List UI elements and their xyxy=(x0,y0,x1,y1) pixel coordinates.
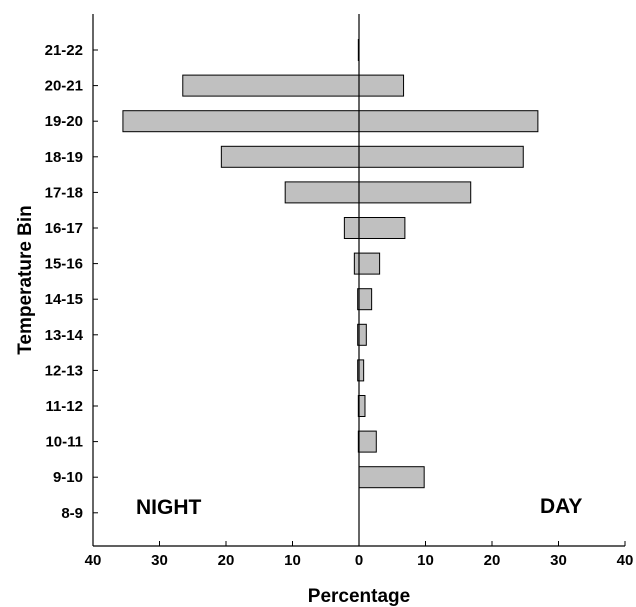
day-bar-13-14 xyxy=(358,323,367,346)
y-tick-label: 18-19 xyxy=(45,149,83,166)
day-bar-14-15 xyxy=(358,288,373,311)
x-tick-label: 30 xyxy=(151,552,168,569)
x-tick-label: 10 xyxy=(284,552,301,569)
night-bar-16-17 xyxy=(343,217,360,239)
day-bar-20-21 xyxy=(358,74,405,97)
x-tick-label: 30 xyxy=(550,552,567,569)
y-tick-label: 8-9 xyxy=(61,505,83,522)
y-tick-label: 13-14 xyxy=(45,327,84,344)
y-tick-label: 15-16 xyxy=(45,256,83,273)
x-tick-label: 20 xyxy=(218,552,235,569)
x-tick-label: 0 xyxy=(355,552,363,569)
day-bar-18-19 xyxy=(358,145,524,168)
day-bar-11-12 xyxy=(358,395,366,417)
y-tick-label: 17-18 xyxy=(45,184,83,201)
night-bar-17-18 xyxy=(284,181,360,204)
y-tick-label: 11-12 xyxy=(45,398,83,415)
night-label: NIGHT xyxy=(136,496,202,519)
y-tick-label: 21-22 xyxy=(45,42,83,59)
x-tick-label: 40 xyxy=(85,552,102,569)
day-bar-17-18 xyxy=(358,181,472,204)
y-tick-label: 9-10 xyxy=(53,469,83,486)
axes-layer xyxy=(92,14,625,547)
x-axis-title: Percentage xyxy=(308,586,410,607)
y-tick-label: 19-20 xyxy=(45,113,83,130)
night-bar-18-19 xyxy=(220,145,360,168)
y-tick-label: 12-13 xyxy=(45,362,83,379)
day-label: DAY xyxy=(540,495,582,518)
day-bar-10-11 xyxy=(358,430,377,453)
day-bar-19-20 xyxy=(358,110,539,133)
x-tick-label: 20 xyxy=(484,552,501,569)
y-tick-label: 16-17 xyxy=(45,220,83,237)
y-tick-label: 10-11 xyxy=(45,434,83,451)
night-bar-19-20 xyxy=(122,110,360,133)
day-bar-16-17 xyxy=(358,217,406,239)
bars-layer xyxy=(122,39,539,489)
x-tick-label: 10 xyxy=(417,552,434,569)
y-axis-title: Temperature Bin xyxy=(15,205,36,355)
x-tick-label: 40 xyxy=(617,552,634,569)
day-bar-9-10 xyxy=(358,466,425,489)
y-tick-label: 20-21 xyxy=(45,78,83,95)
y-tick-label: 14-15 xyxy=(45,291,83,308)
day-bar-15-16 xyxy=(358,252,381,275)
night-bar-20-21 xyxy=(182,74,360,97)
day-bar-12-13 xyxy=(358,359,365,382)
y-ticks: 21-22 20-21 19-20 18-19 17-18 16-17 15-16 14-15… xyxy=(45,42,98,522)
night-bar-15-16 xyxy=(353,252,360,275)
x-ticks: 40 30 20 10 0 10 20 30 40 xyxy=(85,541,634,569)
